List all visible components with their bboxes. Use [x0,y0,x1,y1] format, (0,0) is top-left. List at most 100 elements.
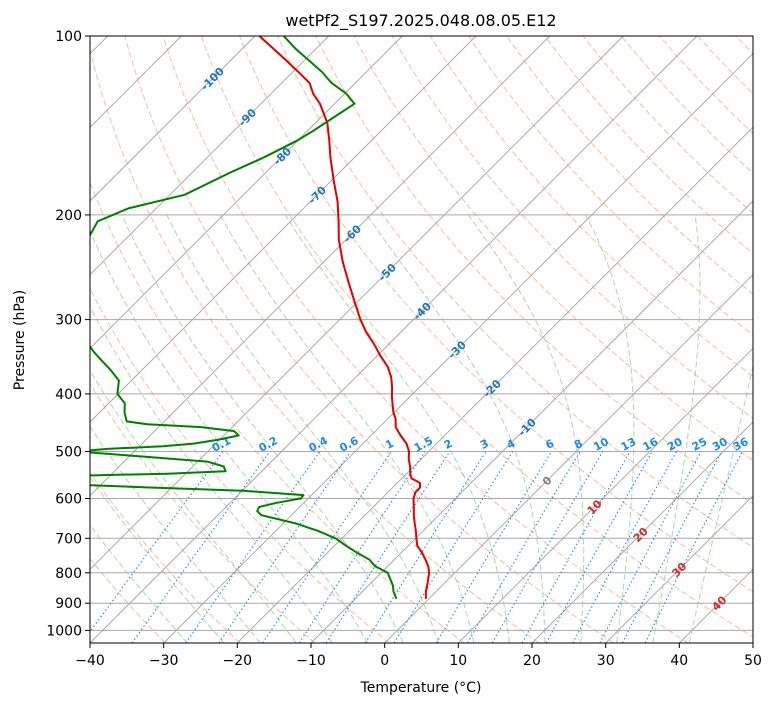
dry-adiabat [124,36,614,643]
moist-adiabat [219,214,475,643]
mixing-ratio-line [262,451,392,643]
dry-adiabat [239,36,753,593]
mixing-ratio-line [218,451,352,643]
mixing-ratio-line [621,451,723,643]
x-axis-ticks: −40 −30 −20 −10 0 10 20 30 40 50 [75,643,762,669]
mixing-ratio-line [325,451,451,643]
mixing-ratio-line [467,451,581,643]
moist-adiabat [166,214,439,643]
mixing-ratio-label: 25 [690,435,710,454]
moist-adiabat [90,369,297,643]
x-axis-label: Temperature (°C) [360,680,482,696]
isotherm-label: -100 [198,64,227,93]
isotherm-line [90,36,330,276]
isotherm-line [90,36,477,423]
x-tick-label: 20 [523,653,541,669]
y-tick-label: 600 [55,492,82,508]
mixing-ratio-label: 6 [543,437,556,452]
moist-adiabat [366,214,546,643]
isotherm-line [90,36,551,497]
dry-adiabat [315,36,753,505]
dry-adiabat [162,36,689,643]
mixing-ratio-label: 4 [505,437,518,452]
moist-adiabat [652,214,701,643]
sounding-series [90,36,431,600]
moist-adiabat [90,476,225,643]
mixing-ratio-line [364,451,487,643]
isotherm-line [605,494,753,643]
isotherm-line [752,642,753,643]
x-tick-label: 30 [597,653,615,669]
dry-adiabat [277,36,753,548]
temperature-profile-line [258,36,431,599]
moist-adiabat [90,524,188,643]
dry-adiabat [391,36,753,419]
dry-adiabat [90,557,166,643]
isotherm-line [90,36,403,350]
x-tick-label: −20 [223,653,253,669]
dry-adiabat [544,36,753,255]
x-tick-label: 50 [744,653,762,669]
moist-adiabat [467,214,585,643]
dry-adiabat [429,36,753,378]
isotherm-line [310,200,753,643]
adiabat-lines [90,36,753,643]
isotherm-line [457,347,753,643]
moist-adiabat [585,214,635,643]
mixing-ratio-label: 13 [619,435,639,454]
isotherm-line [236,126,753,643]
dry-adiabat [90,287,390,643]
mixing-ratio-line [521,451,631,643]
dry-adiabat [506,36,753,295]
dry-adiabat [468,36,753,336]
isotherm-line [678,568,753,643]
y-axis-ticks: 100 200 300 400 500 600 700 800 900 1000 [46,29,90,639]
y-tick-label: 500 [55,445,82,461]
grid-lines [90,36,753,643]
x-tick-label: −40 [75,653,105,669]
mixing-ratio-line [572,451,677,643]
isotherm-label: -50 [376,261,399,284]
dry-adiabat [90,472,241,643]
y-tick-label: 700 [55,531,82,547]
mixing-ratio-label: 30 [710,435,730,454]
isotherm-line [384,273,753,643]
plot-frame [89,35,754,644]
y-tick-label: 800 [55,566,82,582]
mixing-ratio-label: 16 [641,435,661,454]
chart-title: wetPf2_S197.2025.048.08.05.E12 [285,11,556,31]
mixing-ratio-line [298,451,426,643]
mixing-ratio-line [435,451,552,643]
mixing-ratio-label: 36 [731,435,751,454]
dry-adiabat [200,36,753,638]
x-tick-label: 0 [380,653,389,669]
y-tick-label: 1000 [46,623,82,639]
moist-adiabat [121,214,404,643]
y-tick-label: 200 [55,208,82,224]
mixing-ratio-line [131,451,271,643]
mixing-ratio-label: 3 [478,437,491,452]
x-tick-label: −10 [296,653,326,669]
mixing-ratio-label: 20 [665,435,685,454]
x-tick-label: −30 [149,653,179,669]
isotherm-line [90,36,256,202]
y-tick-label: 100 [55,29,82,45]
y-tick-label: 900 [55,596,82,612]
mixing-ratio-line [90,451,224,633]
isotherm-line [90,36,698,643]
dry-adiabat [90,181,465,643]
dewpoint-profile-line [90,36,398,600]
mixing-ratio-label: 10 [591,435,611,454]
dry-adiabat [90,383,316,643]
dry-adiabat [90,47,540,643]
isotherm-line [90,36,624,571]
moist-adiabat [90,229,369,643]
x-tick-label: 10 [449,653,467,669]
mixing-ratio-line [545,451,653,643]
mixing-ratio-label: 2 [442,437,455,452]
dry-adiabat [735,36,753,55]
mixing-ratio-line [599,451,702,643]
dry-adiabat [659,36,753,134]
mixing-ratio-label: 1 [383,437,396,452]
